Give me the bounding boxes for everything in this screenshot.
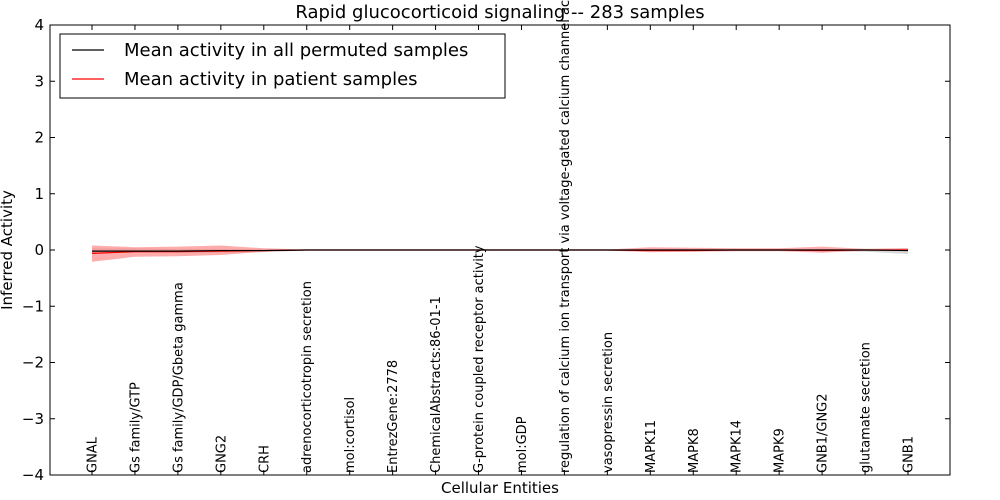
confidence-bands (92, 245, 908, 262)
chart-title: Rapid glucocorticoid signaling -- 283 sa… (295, 2, 704, 23)
legend-entry: Mean activity in all permuted samples (124, 40, 468, 61)
category-label: Gs family/GTP (128, 382, 143, 473)
y-tick-label: 2 (34, 129, 44, 147)
category-label: MAPK9 (773, 428, 788, 473)
category-label: ChemicalAbstracts:86-01-1 (429, 296, 444, 473)
legend-entry: Mean activity in patient samples (124, 69, 418, 90)
category-label: MAPK14 (730, 420, 745, 473)
y-tick-label: −1 (22, 297, 44, 315)
y-tick-label: 4 (34, 16, 44, 34)
y-tick-label: 0 (34, 241, 44, 259)
legend: Mean activity in all permuted samples Mea… (59, 33, 506, 99)
category-label: GNG2 (214, 435, 229, 473)
series-line-permuted (92, 249, 909, 252)
category-label: CRH (257, 445, 272, 473)
category-label: GNB1 (902, 436, 917, 473)
y-tick-label: 1 (34, 185, 44, 203)
x-axis-label: Cellular Entities (441, 479, 559, 497)
category-label: GNAL (86, 436, 101, 473)
category-label: EntrezGene:2778 (386, 360, 401, 473)
category-label: MAPK11 (644, 420, 659, 473)
y-axis-label: Inferred Activity (0, 190, 16, 310)
y-tick-label: −4 (22, 466, 44, 484)
category-label: vasopressin secretion (601, 332, 616, 473)
category-label: mol:cortisol (343, 397, 358, 473)
category-label: Gs family/GDP/Gbeta gamma (171, 282, 186, 473)
category-label: mol:GDP (515, 416, 530, 473)
category-label: MAPK8 (687, 428, 702, 473)
series-lines (91, 249, 909, 254)
category-label: glutamate secretion (859, 342, 874, 473)
y-tick-label: −3 (22, 410, 44, 428)
y-tick-label: −2 (22, 354, 44, 372)
category-label: GNB1/GNG2 (816, 393, 831, 473)
category-label: G-protein coupled receptor activity (472, 245, 487, 473)
y-axis: 4 3 2 1 0 −1 −2 −3 −4 (22, 16, 950, 484)
y-tick-label: 3 (34, 72, 44, 90)
category-labels: GNAL Gs family/GTP Gs family/GDP/Gbeta gam… (86, 0, 917, 475)
category-label: adrenocorticotropin secretion (300, 281, 315, 473)
legend-box (59, 33, 506, 99)
category-label: regulation of calcium ion transport via … (558, 0, 573, 473)
band-patient (92, 245, 908, 262)
